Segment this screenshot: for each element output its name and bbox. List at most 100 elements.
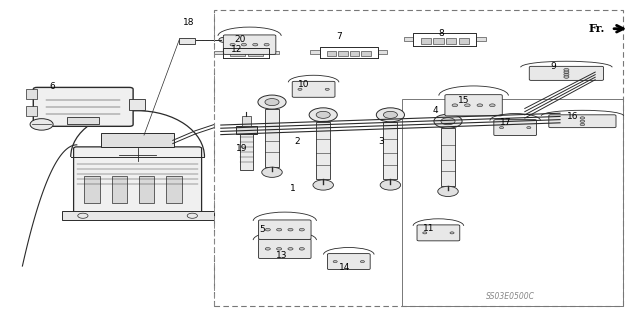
Circle shape (258, 95, 286, 109)
Bar (248, 52, 263, 56)
Text: 2: 2 (295, 137, 300, 146)
Text: 12: 12 (231, 45, 243, 54)
Circle shape (465, 104, 470, 107)
Circle shape (264, 43, 269, 46)
Bar (446, 38, 456, 44)
Circle shape (265, 228, 270, 231)
Bar (441, 128, 455, 186)
Circle shape (276, 228, 282, 231)
Bar (350, 51, 359, 56)
Bar (378, 50, 387, 54)
Bar (101, 133, 174, 147)
Circle shape (230, 43, 235, 46)
Circle shape (580, 117, 585, 119)
Circle shape (309, 108, 337, 122)
Bar (316, 122, 330, 179)
Text: SS03E0500C: SS03E0500C (486, 293, 536, 301)
Circle shape (30, 119, 53, 130)
Text: 14: 14 (339, 263, 350, 272)
Bar (339, 51, 348, 56)
Text: 9: 9 (551, 63, 556, 71)
FancyBboxPatch shape (494, 120, 536, 136)
Text: 18: 18 (183, 18, 195, 27)
Circle shape (316, 111, 330, 118)
FancyBboxPatch shape (549, 115, 616, 128)
Bar (433, 38, 444, 44)
Bar (420, 38, 431, 44)
Circle shape (500, 127, 504, 129)
Bar (269, 51, 279, 54)
Bar (214, 10, 623, 306)
Text: 6: 6 (50, 82, 55, 91)
Bar (402, 99, 623, 306)
Circle shape (441, 118, 455, 125)
Bar (362, 51, 371, 56)
FancyBboxPatch shape (74, 147, 202, 217)
Circle shape (265, 99, 279, 106)
Text: Fr.: Fr. (588, 23, 605, 34)
Circle shape (438, 186, 458, 197)
Circle shape (490, 104, 495, 107)
Circle shape (300, 228, 305, 231)
Bar (240, 134, 253, 170)
Bar (129, 99, 145, 110)
Bar (404, 37, 413, 41)
Circle shape (580, 120, 585, 122)
Circle shape (262, 167, 282, 177)
Text: 13: 13 (276, 251, 287, 260)
Bar (310, 50, 320, 54)
Circle shape (333, 261, 337, 263)
Bar (459, 38, 469, 44)
Circle shape (360, 261, 364, 263)
FancyBboxPatch shape (529, 66, 604, 80)
Bar (67, 117, 99, 124)
Circle shape (325, 88, 329, 90)
FancyBboxPatch shape (259, 220, 311, 239)
Bar (230, 52, 244, 56)
Bar (214, 51, 223, 54)
Text: 15: 15 (458, 96, 470, 105)
Circle shape (288, 248, 293, 250)
Bar (242, 116, 251, 126)
Circle shape (527, 127, 531, 129)
Text: 19: 19 (236, 144, 248, 153)
Text: 3: 3 (378, 137, 383, 146)
FancyBboxPatch shape (33, 87, 133, 126)
Bar (179, 38, 195, 44)
Text: 7: 7 (337, 32, 342, 41)
Circle shape (265, 248, 270, 250)
Text: 17: 17 (500, 118, 511, 127)
FancyBboxPatch shape (445, 95, 502, 116)
Bar (26, 106, 37, 116)
Text: 20: 20 (234, 35, 246, 44)
Bar (166, 176, 182, 203)
Bar (236, 126, 257, 134)
Circle shape (564, 69, 569, 71)
Circle shape (298, 88, 302, 90)
Circle shape (380, 180, 401, 190)
Circle shape (452, 104, 458, 107)
Text: 10: 10 (298, 80, 310, 89)
Circle shape (376, 108, 404, 122)
Circle shape (300, 248, 305, 250)
Circle shape (276, 248, 282, 250)
Bar (84, 176, 100, 203)
Bar (26, 89, 37, 99)
Circle shape (564, 73, 569, 76)
Text: 5: 5 (260, 225, 265, 234)
Text: 16: 16 (567, 112, 579, 121)
Circle shape (434, 114, 462, 128)
Circle shape (313, 180, 333, 190)
Circle shape (564, 76, 569, 78)
Bar (139, 176, 154, 203)
Circle shape (219, 37, 229, 42)
Text: 1: 1 (291, 184, 296, 193)
Bar (383, 122, 397, 179)
Circle shape (288, 228, 293, 231)
Circle shape (450, 232, 454, 234)
FancyBboxPatch shape (328, 254, 370, 270)
Bar (265, 109, 279, 167)
Text: 11: 11 (423, 224, 435, 233)
FancyBboxPatch shape (417, 225, 460, 241)
Text: 4: 4 (433, 106, 438, 115)
